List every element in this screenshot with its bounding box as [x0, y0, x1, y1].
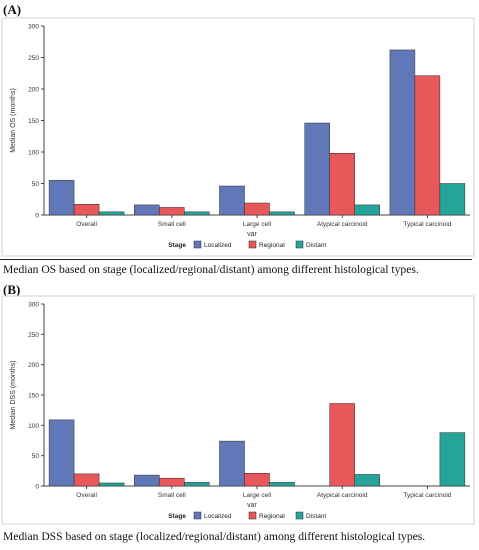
legend-swatch-localized: [193, 240, 202, 249]
y-tick-label: 100: [28, 150, 39, 157]
panel-a-label: (A): [3, 2, 22, 17]
legend-label-localized: Localized: [204, 513, 232, 520]
bar-regional: [414, 75, 441, 216]
x-tick-label: Small cell: [158, 221, 186, 228]
panel-b-caption: Median DSS based on stage (localized/reg…: [3, 530, 426, 543]
bar-distant: [184, 211, 210, 216]
y-axis-label: Median OS (months): [10, 88, 17, 153]
legend-swatch-distant: [295, 511, 304, 520]
legend-label-distant: Distant: [306, 242, 326, 249]
panel-b-label: (B): [3, 282, 21, 297]
bar-regional: [73, 204, 100, 216]
panel-a-divider: [0, 259, 472, 260]
y-tick-label: 0: [35, 484, 39, 491]
legend-title: Stage: [168, 242, 186, 249]
legend-label-distant: Distant: [306, 513, 326, 520]
median-os-chart: 0 50 100 150 200 250 300 Median OS (months) Over…: [1, 17, 475, 257]
legend-label-regional: Regional: [259, 513, 285, 520]
bar-localized: [48, 419, 75, 487]
legend-swatch-regional: [248, 511, 257, 520]
x-tick-label: Typical carcinoid: [403, 492, 451, 499]
panel-a-caption: Median OS based on stage (localized/regi…: [3, 263, 419, 276]
x-axis-label: var: [247, 502, 257, 509]
bar-regional: [244, 202, 270, 216]
bar-regional: [329, 403, 355, 487]
y-tick-label: 50: [32, 181, 40, 188]
legend-title: Stage: [168, 513, 186, 520]
y-tick-label: 300: [28, 302, 39, 309]
bar-regional: [244, 473, 270, 487]
legend-label-localized: Localized: [204, 242, 232, 249]
x-tick-label: Overall: [76, 492, 97, 499]
bar-regional: [159, 207, 185, 216]
bar-localized: [219, 440, 245, 487]
chart-frame: [1, 17, 475, 257]
y-tick-label: 0: [35, 213, 39, 220]
y-tick-label: 50: [32, 453, 40, 460]
y-tick-label: 300: [28, 24, 39, 31]
y-tick-label: 150: [28, 118, 39, 125]
bar-distant: [439, 432, 466, 487]
x-tick-label: Atypical carcinoid: [317, 221, 368, 228]
bar-distant: [98, 211, 125, 216]
x-tick-label: Small cell: [158, 492, 186, 499]
y-tick-label: 100: [28, 423, 39, 430]
bar-localized: [134, 474, 160, 487]
legend-swatch-distant: [295, 240, 304, 249]
bar-regional: [159, 477, 185, 487]
bar-localized: [48, 180, 75, 216]
y-tick-label: 150: [28, 393, 39, 400]
bar-distant: [269, 482, 295, 487]
median-dss-chart: 0 50 100 150 200 250 300 Median DSS (months) Ove…: [1, 295, 475, 525]
y-axis-label: Median DSS (months): [10, 361, 17, 430]
legend-swatch-localized: [193, 511, 202, 520]
chart-frame: [1, 295, 475, 525]
bar-distant: [439, 183, 466, 216]
legend-swatch-regional: [248, 240, 257, 249]
x-tick-label: Typical carcinoid: [403, 221, 451, 228]
bar-distant: [354, 204, 380, 216]
bar-localized: [389, 49, 416, 216]
y-tick-label: 200: [28, 87, 39, 94]
x-axis-label: var: [247, 231, 257, 238]
bar-regional: [329, 153, 355, 216]
bar-distant: [354, 474, 380, 487]
bar-localized: [219, 185, 245, 216]
bar-localized: [134, 204, 160, 216]
bar-distant: [269, 211, 295, 216]
bar-regional: [73, 473, 100, 487]
y-tick-label: 200: [28, 362, 39, 369]
x-tick-label: Atypical carcinoid: [317, 492, 368, 499]
y-tick-label: 250: [28, 332, 39, 339]
bar-distant: [184, 482, 210, 487]
x-tick-label: Large cell: [243, 492, 272, 499]
y-tick-label: 250: [28, 55, 39, 62]
bar-distant: [98, 482, 125, 487]
legend-label-regional: Regional: [259, 242, 285, 249]
bar-localized: [304, 122, 330, 216]
x-tick-label: Overall: [76, 221, 97, 228]
x-tick-label: Large cell: [243, 221, 272, 228]
